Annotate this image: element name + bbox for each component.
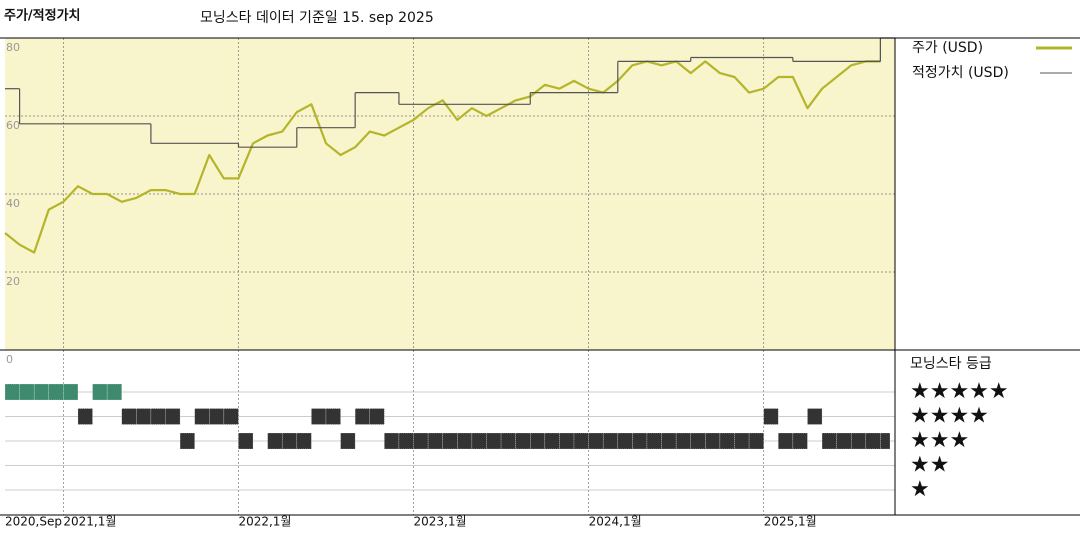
rating-bar	[150, 408, 166, 425]
marks	[4, 37, 895, 450]
rating-level-label: ★	[910, 477, 930, 502]
rating-bar	[106, 383, 122, 401]
rating-bar	[223, 408, 239, 425]
rating-bar	[179, 432, 195, 450]
rating-level-label: ★★★★★	[910, 379, 1009, 404]
rating-bar	[238, 432, 254, 450]
rating-bar	[530, 432, 546, 450]
rating-bar	[136, 408, 152, 425]
legend-label: 적정가치 (USD)	[912, 65, 1009, 81]
rating-bar	[807, 408, 823, 425]
rating-bar	[369, 408, 385, 425]
rating-bar	[48, 383, 64, 401]
rating-bar	[63, 383, 79, 401]
rating-bar	[209, 408, 225, 425]
rating-bar	[719, 432, 735, 450]
x-tick-label: 2025,1월	[764, 515, 817, 529]
x-tick-label: 2021,1월	[63, 515, 116, 529]
legend-label: 주가 (USD)	[912, 40, 983, 56]
rating-bar	[282, 432, 298, 450]
rating-bar	[325, 408, 341, 425]
rating-bar	[705, 432, 721, 450]
y-tick-label: 80	[6, 41, 20, 54]
rating-bar	[92, 383, 108, 401]
rating-bar	[544, 432, 560, 450]
rating-bar	[384, 432, 400, 450]
rating-bar	[559, 432, 575, 450]
rating-bar	[19, 383, 35, 401]
y-tick-label: 20	[6, 275, 20, 288]
rating-bar	[661, 432, 677, 450]
rating-bar	[296, 432, 312, 450]
rating-bar	[763, 408, 779, 425]
rating-bar	[778, 432, 794, 450]
rating-level-label: ★★	[910, 453, 949, 478]
x-tick-label: 2024,1월	[589, 515, 642, 529]
rating-bar	[690, 432, 706, 450]
rating-bar	[194, 408, 210, 425]
rating-bar	[340, 432, 356, 450]
rating-level-label: ★★★★	[910, 404, 989, 429]
y-tick-label: 60	[6, 119, 20, 132]
rating-bar	[77, 408, 93, 425]
rating-bar	[457, 432, 473, 450]
y-tick-label: 40	[6, 197, 20, 210]
rating-bar	[675, 432, 691, 450]
rating-bar	[821, 432, 837, 450]
chart-subtitle: 모닝스타 데이터 기준일 15. sep 2025	[200, 10, 434, 26]
rating-bar	[354, 408, 370, 425]
rating-bar	[427, 432, 443, 450]
x-tick-label: 2023,1월	[414, 515, 467, 529]
rating-bar	[267, 432, 283, 450]
rating-bar	[588, 432, 604, 450]
rating-bar	[4, 383, 20, 401]
rating-bar	[748, 432, 764, 450]
rating-bar	[500, 432, 516, 450]
rating-bar	[311, 408, 327, 425]
rating-bar	[880, 432, 891, 450]
rating-bar	[792, 432, 808, 450]
price-line	[4, 60, 881, 254]
rating-bar	[121, 408, 137, 425]
rating-level-label: ★★★	[910, 428, 969, 453]
rating-bar	[632, 432, 648, 450]
rating-bar	[617, 432, 633, 450]
rating-bar	[398, 432, 414, 450]
ratings-title: 모닝스타 등급	[910, 356, 992, 372]
rating-bar	[486, 432, 502, 450]
rating-bar	[515, 432, 531, 450]
rating-bar	[851, 432, 867, 450]
rating-bar	[33, 383, 49, 401]
rating-bar	[865, 432, 881, 450]
rating-bar	[165, 408, 181, 425]
x-tick-label: 2020,Sep	[5, 515, 62, 529]
rating-bar	[442, 432, 458, 450]
rating-bar	[836, 432, 852, 450]
rating-bar	[646, 432, 662, 450]
rating-bar	[413, 432, 429, 450]
rating-bar	[573, 432, 589, 450]
rating-bar	[734, 432, 750, 450]
y-tick-label: 0	[6, 353, 13, 366]
rating-bar	[471, 432, 487, 450]
chart-title: 주가/적정가치	[4, 8, 81, 24]
rating-bar	[602, 432, 618, 450]
x-tick-label: 2022,1월	[238, 515, 291, 529]
